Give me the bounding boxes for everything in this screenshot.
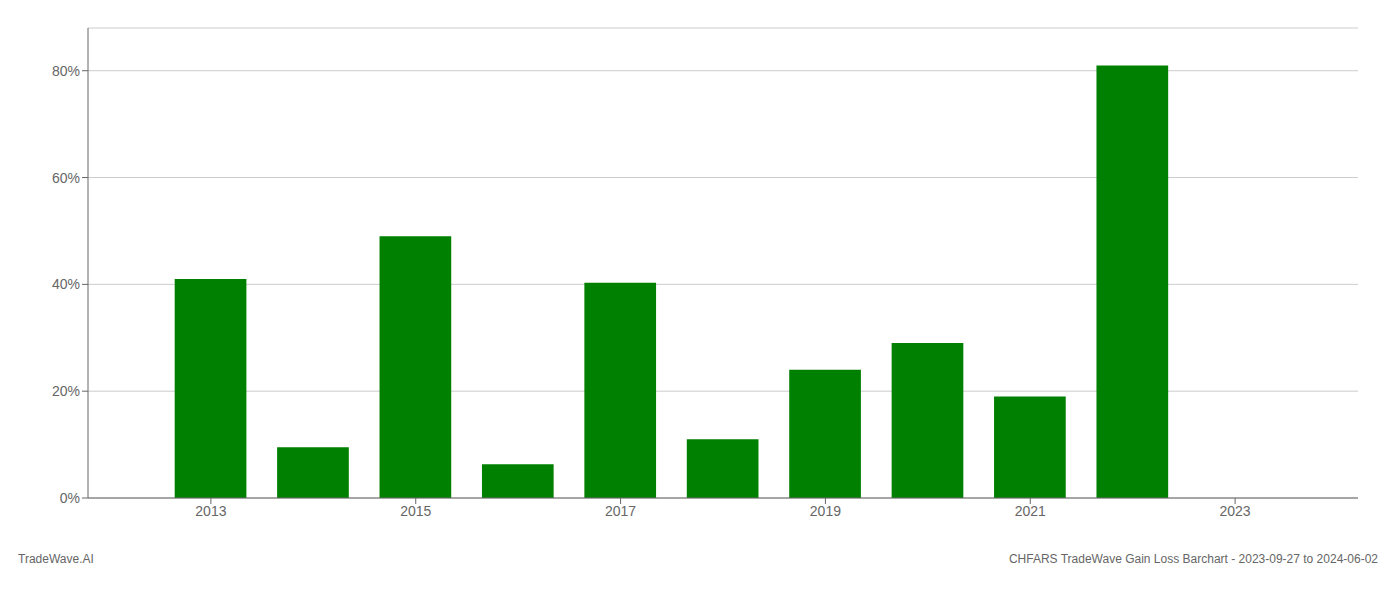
html-text:TradeWave.AI: TradeWave.AI (18, 552, 94, 566)
svg-text:20%: 20% (52, 383, 80, 399)
html-text:CHFARS TradeWave Gain Loss Bar: CHFARS TradeWave Gain Loss Barchart - 20… (1008, 552, 1378, 566)
svg-text:0%: 0% (60, 490, 80, 506)
svg-text:2017: 2017 (605, 503, 636, 519)
svg-text:2019: 2019 (810, 503, 841, 519)
svg-text:40%: 40% (52, 276, 80, 292)
svg-text:2013: 2013 (195, 503, 226, 519)
svg-text:2023: 2023 (1220, 503, 1251, 519)
svg-text:2015: 2015 (400, 503, 431, 519)
svg-text:60%: 60% (52, 170, 80, 186)
svg-text:80%: 80% (52, 63, 80, 79)
svg-text:2021: 2021 (1015, 503, 1046, 519)
